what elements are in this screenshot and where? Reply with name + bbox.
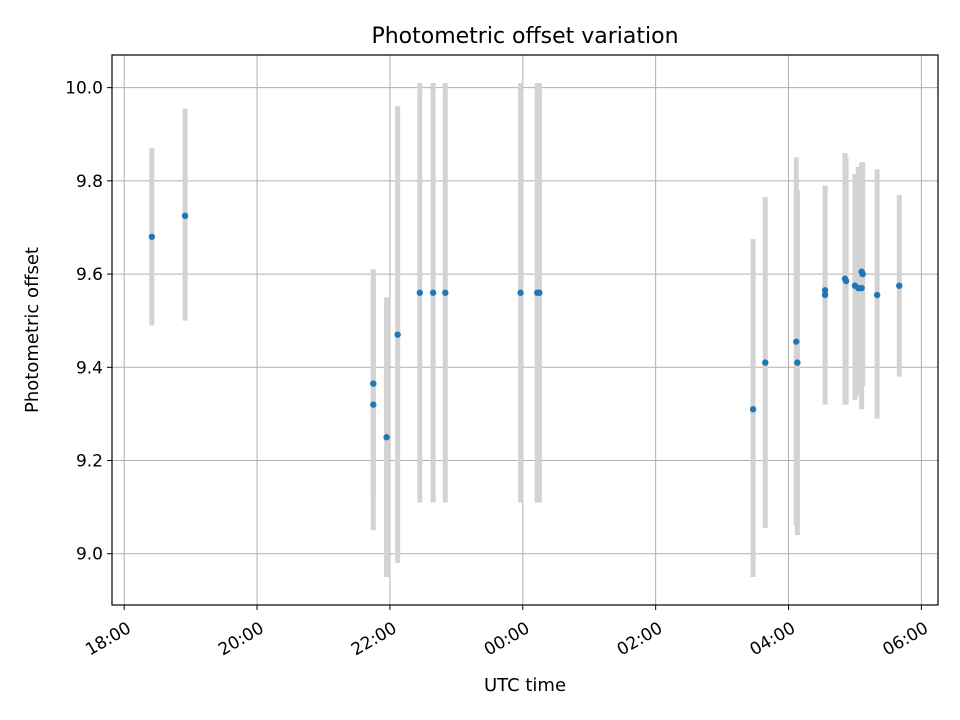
grid-lines	[112, 55, 938, 605]
data-point	[148, 233, 156, 240]
x-tick-label: 22:00	[348, 618, 400, 660]
data-point	[181, 212, 189, 220]
data-point	[749, 406, 757, 413]
y-axis-label: Photometric offset	[22, 247, 43, 413]
data-point	[383, 434, 390, 441]
data-point	[442, 289, 449, 296]
x-tick-label: 04:00	[747, 618, 799, 660]
data-point	[429, 289, 437, 296]
data-point	[821, 287, 829, 294]
axis-ticks: 18:00 20:00 22:00 00:00 02:00 04:00 06:00 9.0 9.…	[65, 79, 932, 661]
data-point	[370, 401, 377, 408]
data-point	[821, 291, 829, 299]
x-tick-label: 02:00	[614, 618, 666, 660]
data-point	[858, 284, 865, 292]
data-point	[394, 331, 401, 338]
data-point	[842, 277, 850, 285]
y-tick-label: 9.8	[76, 172, 103, 192]
y-tick-label: 9.2	[76, 452, 103, 472]
y-tick-label: 9.4	[76, 358, 103, 378]
data-point	[536, 289, 543, 296]
y-tick-label: 9.0	[76, 545, 103, 565]
data-point	[416, 289, 424, 296]
x-tick-label: 06:00	[879, 618, 931, 660]
plot-area-frame	[111, 54, 939, 606]
data-points	[148, 212, 903, 441]
x-tick-label: 18:00	[82, 618, 134, 660]
x-tick-label: 00:00	[481, 618, 533, 660]
error-bars	[149, 82, 902, 578]
data-point	[793, 338, 800, 345]
data-point	[896, 282, 903, 289]
data-point	[794, 359, 801, 366]
data-point	[873, 291, 881, 299]
data-point	[370, 380, 377, 387]
x-axis-label: UTC time	[484, 675, 566, 696]
data-point	[859, 270, 866, 278]
data-point	[517, 289, 524, 296]
y-tick-label: 9.6	[76, 265, 103, 285]
y-tick-label: 10.0	[65, 79, 103, 99]
data-point	[762, 359, 769, 366]
chart-title: Photometric offset variation	[371, 24, 678, 49]
x-tick-label: 20:00	[215, 618, 267, 660]
